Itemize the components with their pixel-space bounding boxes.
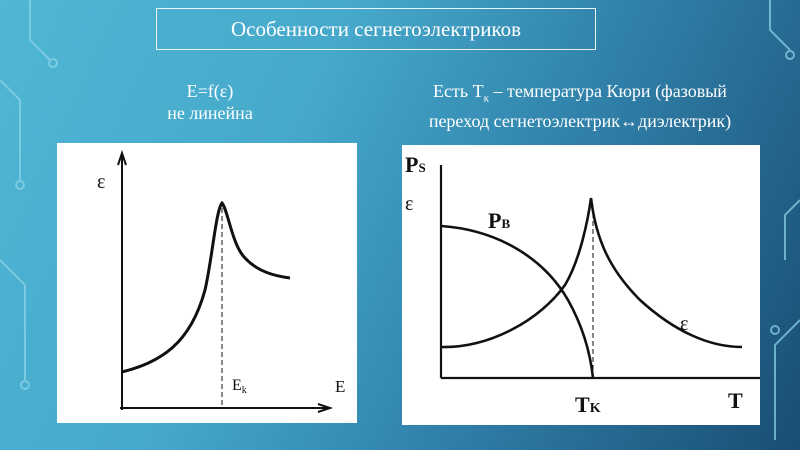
right-caption: Есть Тк – температура Кюри (фазовый пере… [370, 80, 790, 132]
caption-sub: к [483, 92, 489, 105]
left-caption: E=f(ε) не линейна [110, 80, 310, 124]
epsilon-curve [121, 200, 291, 374]
right-caption-line2: переход сегнетоэлектрик↔диэлектрик) [428, 110, 732, 131]
right-caption-line1: Есть Тк – температура Кюри (фазовый [370, 80, 790, 110]
caption-text: Есть Т [433, 81, 484, 101]
y-axis-label-ps: PS [405, 152, 426, 177]
caption-text: – температура Кюри (фазовый [488, 81, 727, 101]
epsilon-curve-label: ε [680, 313, 688, 335]
left-caption-line2: не линейна [167, 103, 253, 123]
pb-curve-label: PB [488, 208, 510, 233]
y-axis-arrow [117, 149, 127, 166]
left-graph: ε E Ek [57, 143, 357, 423]
right-graph: PS ε PB ε TK T [402, 145, 760, 425]
pb-curve [440, 224, 595, 379]
x-axis-label: E [335, 377, 345, 396]
peak-marker-label: Ek [232, 377, 247, 396]
x-axis-label: T [728, 388, 743, 413]
y-axis-label: ε [97, 171, 105, 193]
slide-title: Особенности сегнетоэлектриков [156, 8, 596, 50]
epsilon-curve [440, 197, 743, 349]
left-caption-line1: E=f(ε) [186, 81, 234, 101]
x-axis-arrow [317, 403, 334, 413]
curie-temperature-label: TK [575, 392, 601, 417]
y-axis-label-epsilon: ε [405, 193, 413, 215]
